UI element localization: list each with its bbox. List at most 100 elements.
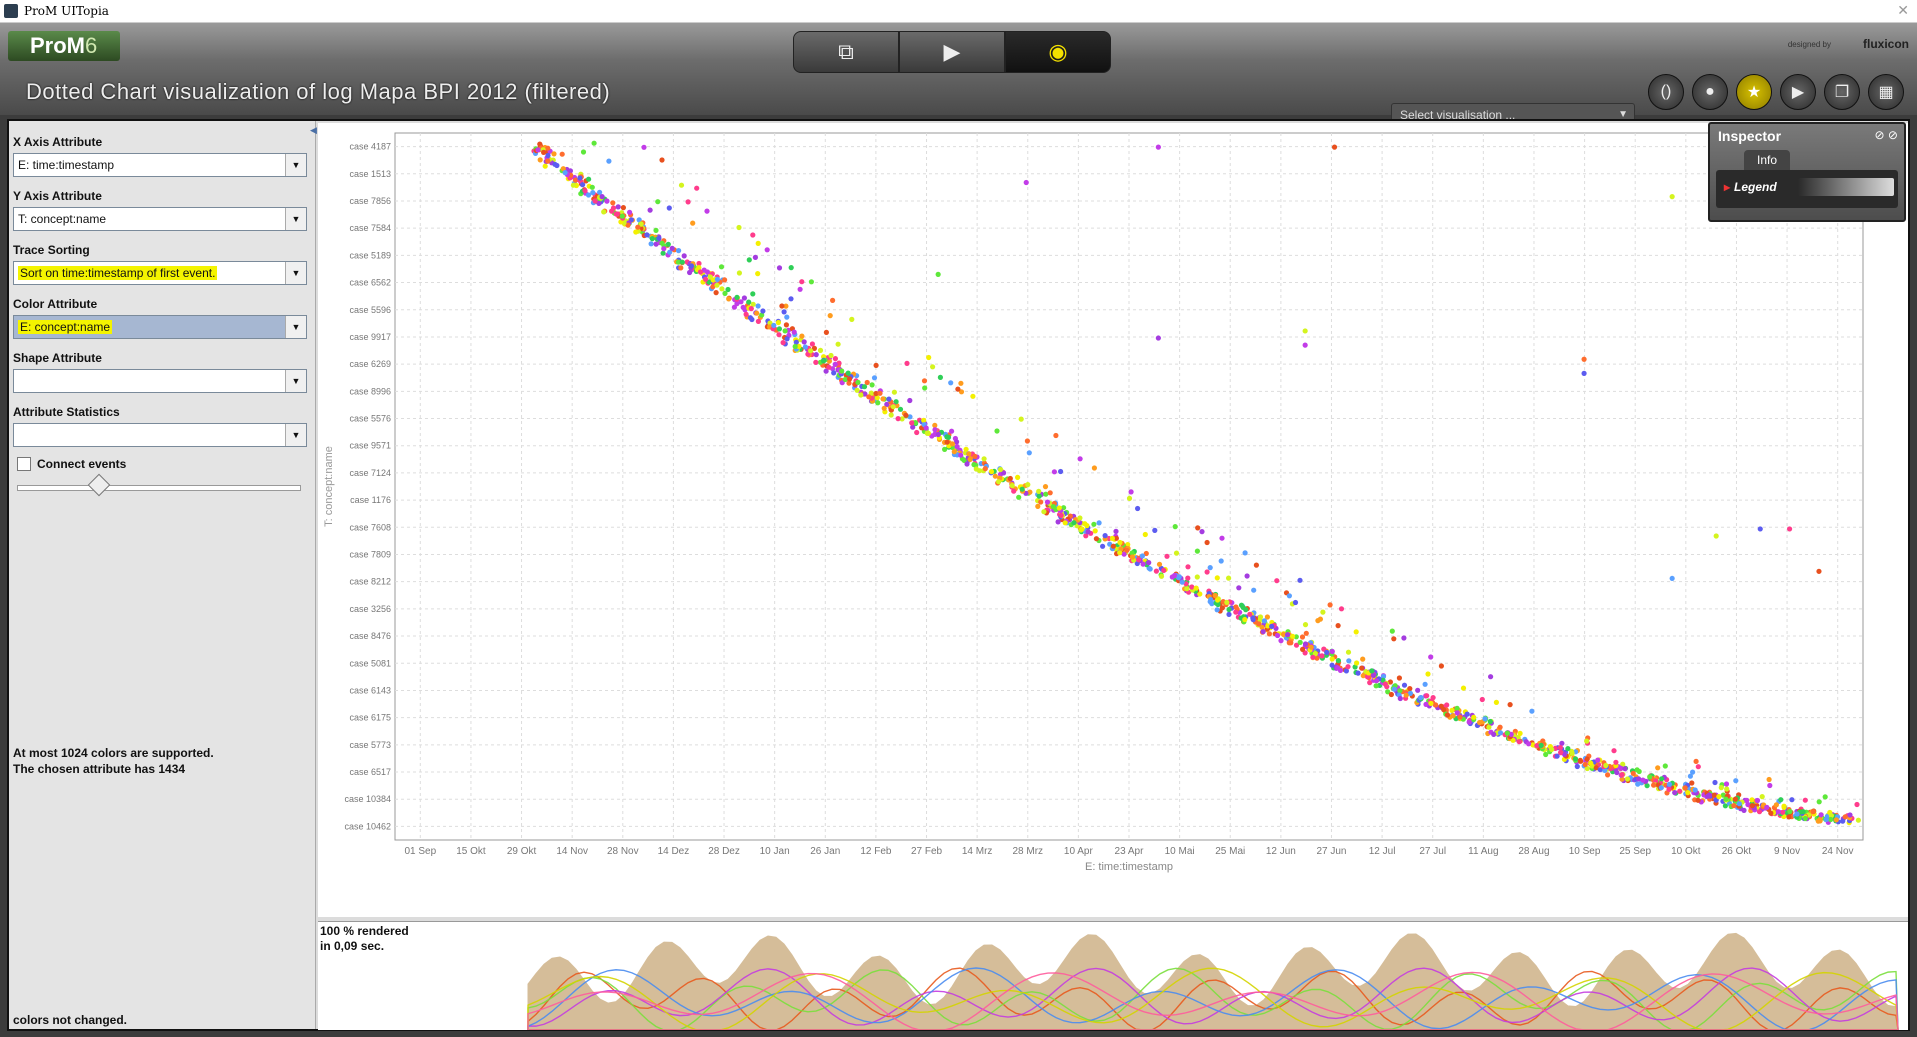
zoom-slider[interactable]: [17, 485, 301, 491]
event-dot: [1317, 616, 1323, 622]
event-dot: [1385, 689, 1391, 695]
event-dot: [813, 359, 819, 365]
event-dot: [776, 332, 782, 338]
event-dot: [1124, 547, 1130, 553]
x-axis-title: E: time:timestamp: [1085, 861, 1173, 873]
color-attribute-dropdown[interactable]: E: concept:name ▼: [13, 315, 307, 339]
attribute-statistics-dropdown[interactable]: ▼: [13, 423, 307, 447]
color-warning-line1: At most 1024 colors are supported.: [13, 746, 214, 760]
views-tab[interactable]: ◉: [1005, 31, 1111, 73]
event-dot: [627, 209, 633, 215]
y-axis-dropdown[interactable]: T: concept:name ▼: [13, 207, 307, 231]
event-dot: [1207, 565, 1213, 571]
event-dot: [1199, 529, 1205, 535]
event-dot: [972, 453, 978, 459]
event-dot: [1140, 561, 1146, 567]
event-dot: [1574, 763, 1580, 770]
event-dot: [949, 441, 956, 447]
event-dot: [1828, 816, 1834, 823]
grid-icon[interactable]: ▦: [1868, 74, 1904, 110]
event-dot: [537, 157, 543, 163]
close-icon[interactable]: ✕: [1897, 2, 1909, 18]
event-dot: [1619, 776, 1625, 782]
x-tick-label: 26 Okt: [1722, 846, 1752, 857]
legend-toggle[interactable]: ▸ Legend: [1724, 180, 1777, 194]
shape-attribute-dropdown[interactable]: ▼: [13, 369, 307, 393]
event-dot: [1854, 801, 1860, 808]
collapse-icon[interactable]: ◀: [310, 125, 317, 135]
event-dot: [1766, 776, 1772, 783]
event-dot: [1343, 668, 1349, 674]
y-tick-label: case 5189: [349, 250, 391, 260]
slider-thumb[interactable]: [87, 473, 111, 497]
event-dot: [954, 439, 960, 445]
event-dot: [784, 314, 790, 320]
event-dot: [1083, 533, 1089, 539]
main-view: ◀ X Axis Attribute E: time:timestamp ▼ Y …: [7, 119, 1910, 1031]
event-dot: [1454, 710, 1460, 716]
event-dot: [1454, 705, 1460, 712]
x-tick-label: 24 Nov: [1822, 846, 1854, 857]
colors-not-changed: colors not changed.: [13, 1013, 128, 1027]
star-icon[interactable]: ★: [1736, 74, 1772, 110]
event-dot: [880, 396, 886, 402]
legend-gradient: [1798, 178, 1894, 196]
event-dot: [636, 217, 642, 223]
event-dot: [914, 429, 920, 436]
event-dot: [1733, 778, 1739, 784]
connect-events-checkbox[interactable]: Connect events: [17, 457, 126, 471]
event-dot: [875, 400, 881, 406]
trace-sorting-dropdown[interactable]: Sort on time:timestamp of first event. ▼: [13, 261, 307, 285]
trace-sorting-label: Trace Sorting: [13, 243, 90, 257]
event-dot: [1077, 456, 1083, 462]
checkbox-box[interactable]: [17, 457, 31, 471]
event-dot: [1096, 520, 1102, 526]
color-attribute-label: Color Attribute: [13, 297, 98, 311]
inspector-info-tab[interactable]: Info: [1744, 150, 1790, 170]
event-dot: [1018, 416, 1024, 422]
event-dot: [1504, 730, 1510, 736]
event-dot: [944, 434, 950, 440]
event-dot: [888, 412, 894, 418]
event-dot: [1749, 797, 1755, 803]
event-dot: [1486, 724, 1492, 730]
drop-icon[interactable]: ●: [1692, 74, 1728, 110]
event-dot: [839, 380, 845, 386]
inspector-pin-icon[interactable]: ⊘ ⊘: [1874, 128, 1898, 142]
event-dot: [596, 200, 602, 206]
event-dot: [1302, 641, 1309, 647]
event-dot: [1666, 781, 1672, 788]
copy-icon[interactable]: ❐: [1824, 74, 1860, 110]
workspace-tab[interactable]: ⧉: [793, 31, 899, 73]
bracket-icon[interactable]: (): [1648, 74, 1684, 110]
event-dot: [748, 306, 754, 312]
y-tick-label: case 1176: [350, 495, 391, 505]
x-axis-dropdown[interactable]: E: time:timestamp ▼: [13, 153, 307, 177]
event-dot: [734, 301, 740, 307]
event-dot: [577, 175, 583, 181]
event-dot: [809, 341, 815, 347]
event-dot: [1438, 703, 1444, 709]
event-dot: [759, 312, 765, 318]
dotted-chart-svg[interactable]: 01 Sep 15 Okt 29 Okt 14 Nov 28 Nov 14 Dez 28 D…: [318, 123, 1908, 917]
event-dot: [1113, 528, 1119, 534]
event-dot: [1314, 655, 1320, 661]
event-dot: [958, 452, 964, 458]
event-dot: [808, 279, 814, 285]
event-dot: [1695, 764, 1701, 770]
event-dot: [750, 291, 756, 297]
inspector-title: Inspector: [1718, 128, 1782, 144]
dotted-chart[interactable]: 01 Sep 15 Okt 29 Okt 14 Nov 28 Nov 14 Dez 28 D…: [318, 123, 1908, 917]
play-mode-icon: ▶: [943, 39, 961, 64]
event-dot: [1389, 628, 1395, 634]
actions-tab[interactable]: ▶: [899, 31, 1005, 73]
y-axis-title: T: concept:name: [323, 446, 335, 527]
event-dot: [1833, 817, 1839, 823]
event-dot: [1135, 557, 1142, 563]
event-dot: [1407, 686, 1413, 692]
y-axis-label: Y Axis Attribute: [13, 189, 102, 203]
event-dot: [791, 329, 797, 335]
event-dot: [1102, 533, 1108, 539]
play-icon[interactable]: ▶: [1780, 74, 1816, 110]
x-tick-label: 28 Nov: [607, 846, 639, 857]
